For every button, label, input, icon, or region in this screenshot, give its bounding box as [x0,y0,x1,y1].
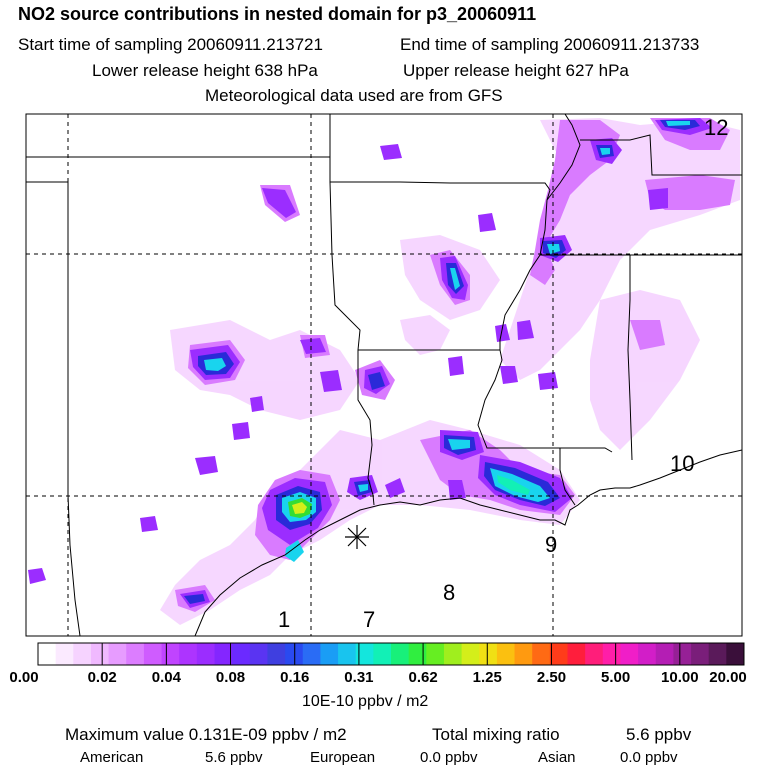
colorbar-cell [391,643,410,665]
european-label: European [310,749,376,766]
maximum-value-label: Maximum value 0.131E-09 ppbv / m2 [65,725,347,744]
american-label: American [80,749,144,766]
colorbar-cell [479,643,498,665]
colorbar-cell [302,643,321,665]
colorbar-tick-label: 2.50 [536,669,567,686]
colorbar-cell [126,643,145,665]
colorbar-cell [108,643,127,665]
region-number-10: 10 [670,451,695,476]
colorbar-cell [90,643,110,665]
colorbar-cell [143,643,163,665]
colorbar-tick-label: 5.00 [601,669,631,686]
asian-label: Asian [538,749,576,766]
colorbar-cell [549,643,568,665]
colorbar-cell [285,643,304,665]
asian-value: 0.0 ppbv [620,749,678,766]
colorbar-cell [73,643,92,665]
colorbar-cell [426,643,445,665]
colorbar-tick-label: 20.00 [709,669,747,686]
colorbar-tick-label: 1.25 [472,669,502,686]
european-value: 0.0 ppbv [420,749,478,766]
colorbar-cell [602,643,621,665]
region-number-1: 1 [278,607,291,632]
region-number-12: 12 [704,115,729,140]
lat-lon-grid [26,114,742,636]
colorbar-cell [461,643,480,665]
colorbar-cell [373,643,392,665]
colorbar-cells [38,643,745,665]
colorbar-cell [532,643,551,665]
colorbar-tick-label: 0.31 [344,669,374,686]
lower-release-height-label: Lower release height 638 hPa [92,61,318,80]
colorbar-cell [38,643,57,665]
colorbar-cell [214,643,233,665]
american-value: 5.6 ppbv [205,749,263,766]
colorbar-cell [55,643,74,665]
map-border [25,113,743,637]
colorbar-cell [585,643,604,665]
colorbar-unit-label: 10E-10 ppbv / m2 [302,693,429,710]
region-number-7: 7 [363,607,376,632]
colorbar-cell [691,643,710,665]
colorbar-tick-label: 0.02 [87,669,117,686]
source-location-marker [345,525,369,549]
colorbar-cell [655,643,674,665]
colorbar-cell [673,643,692,665]
colorbar-tick-label: 0.00 [9,669,39,686]
colorbar-cell [179,643,198,665]
meteorological-data-label: Meteorological data used are from GFS [205,86,503,105]
colorbar-tick-label: 10.00 [661,669,699,686]
colorbar-cell [726,643,745,665]
colorbar-tick-label: 0.04 [151,669,181,686]
colorbar-cell [708,643,727,665]
colorbar-cell [355,643,374,665]
colorbar-tick-label: 0.08 [215,669,246,686]
total-mixing-ratio-value: 5.6 ppbv [626,725,692,744]
colorbar-cell [514,643,533,665]
colorbar-tick-label: 0.16 [280,669,310,686]
upper-release-height-label: Upper release height 627 hPa [403,61,629,80]
total-mixing-ratio-label: Total mixing ratio [432,725,560,744]
colorbar-cell [196,643,215,665]
colorbar-tick-label: 0.62 [408,669,438,686]
colorbar-cell [320,643,339,665]
colorbar-cell [620,643,639,665]
colorbar-cell [567,643,586,665]
colorbar-cell [161,643,180,665]
colorbar-cell [338,643,357,665]
colorbar-cell [267,643,286,665]
state-boundaries [26,113,742,637]
end-time-label: End time of sampling 20060911.213733 [400,35,700,54]
colorbar-cell [638,643,657,665]
colorbar-cell [408,643,427,665]
colorbar-cell [496,643,516,665]
colorbar-cell [443,643,463,665]
coastline [194,449,743,637]
colorbar-cell [232,643,251,665]
colorbar-frame [37,642,745,666]
colorbar-cell [249,643,268,665]
region-number-8: 8 [443,580,456,605]
start-time-label: Start time of sampling 20060911.213721 [18,35,323,54]
region-number-9: 9 [545,532,558,557]
map-title: NO2 source contributions in nested domai… [18,4,537,24]
